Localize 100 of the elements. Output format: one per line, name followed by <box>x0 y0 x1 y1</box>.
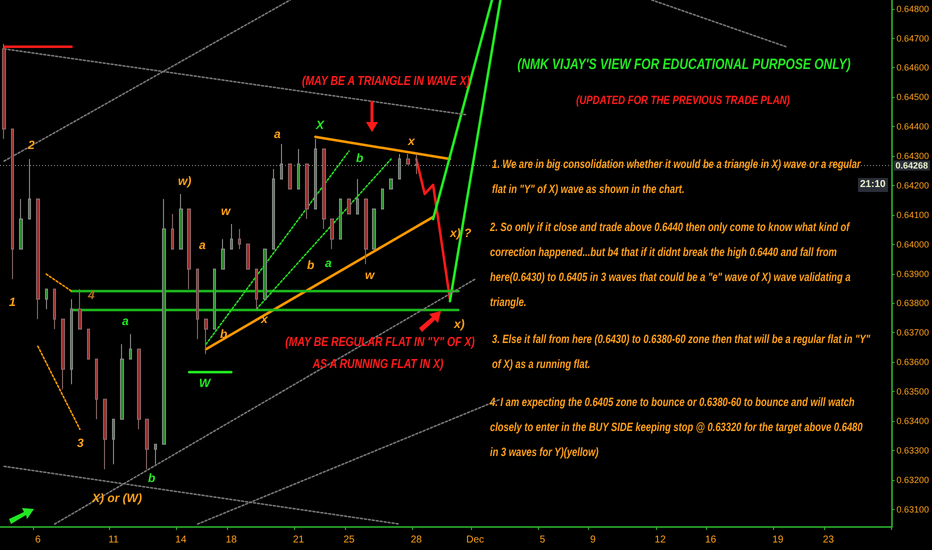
candlestick <box>70 298 73 385</box>
candlestick <box>322 148 326 230</box>
annotation: 2. So only if it close and trade above 0.6440 then only come to know what kind of correction happened...but b4 that if it didnt break the high 0.6440 and fall from here(0.6430) to 0.6405 in 3 waves that could be a "e" wave of X) wave validating a triangle. <box>490 219 852 311</box>
annotation: x) ? <box>450 226 472 240</box>
y-tick-label: 0.63900 <box>896 268 930 279</box>
candlestick <box>204 318 208 355</box>
annotation: (MAY BE REGULAR FLAT IN "Y" OF X) <box>285 334 475 349</box>
y-tick-label: 0.63800 <box>896 298 930 308</box>
candlestick <box>213 268 216 330</box>
annotation: a <box>122 314 129 328</box>
candlestick <box>221 238 225 270</box>
x-tick-label: 21 <box>292 534 305 546</box>
candlestick <box>137 348 141 430</box>
y-tick-label: 0.64700 <box>896 33 930 44</box>
candlestick <box>364 198 368 265</box>
x-tick-label: 18 <box>226 534 238 546</box>
y-tick-label: 0.64800 <box>896 4 930 14</box>
candlestick <box>230 224 233 250</box>
candlestick <box>356 178 359 215</box>
annotation: 1 <box>9 295 16 309</box>
annotation: a <box>199 238 206 252</box>
candlestick <box>246 244 250 270</box>
candlestick <box>406 153 410 164</box>
candlestick <box>196 268 199 340</box>
candlestick <box>61 318 65 390</box>
candlestick <box>19 198 23 250</box>
annotation: 21:10 <box>858 178 888 192</box>
x-tick-label: Dec <box>466 534 484 546</box>
y-tick-label: 0.64000 <box>896 239 930 250</box>
ref-line-label: 0.64268 <box>895 160 928 170</box>
candlestick <box>53 288 56 330</box>
annotation: a <box>274 127 281 141</box>
candlestick <box>305 163 309 220</box>
candlestick <box>154 444 157 465</box>
y-tick-label: 0.63400 <box>896 416 930 426</box>
candlestick <box>78 288 82 330</box>
y-tick-label: 0.63700 <box>896 328 930 338</box>
annotation: 4. I am expecting the 0.6405 zone to bounce or 0.6380-60 to bounce and will watch closely to enter in the BUY SIDE keeping stop @ 0.63320 for the target above 0.6480 in 3 waves for Y)(yellow) <box>490 394 864 461</box>
annotation: w <box>365 268 374 282</box>
candlestick <box>129 334 132 360</box>
candlestick <box>36 198 40 320</box>
annotation: b <box>220 327 228 341</box>
candlestick <box>255 268 258 310</box>
y-tick-label: 0.64300 <box>896 151 930 162</box>
candlestick <box>187 208 191 290</box>
candlestick <box>87 328 90 360</box>
candlestick <box>272 168 275 250</box>
annotation: W <box>199 376 210 390</box>
candlestick <box>415 153 418 174</box>
candlestick <box>162 198 166 445</box>
x-tick-label: 6 <box>35 534 42 546</box>
candlestick <box>95 358 98 420</box>
annotation: 3. Else it fall from here (0.6430) to 0.6380-60 zone then that will be a regular flat in "Y" of X) as a running flat. <box>492 331 872 373</box>
x-tick-label: 14 <box>175 534 187 546</box>
y-tick-label: 0.63300 <box>896 445 930 456</box>
annotation: w) <box>178 174 192 188</box>
annotation: b <box>307 258 314 272</box>
candlestick <box>2 43 6 140</box>
annotation: 1. We are in big consolidation whether it would be a triangle in X) wave or a regular flat in "Y" of X) wave as shown in the chart. <box>492 157 861 196</box>
candlestick <box>263 248 267 300</box>
x-tick-label: 16 <box>705 534 717 546</box>
y-tick-label: 0.63200 <box>896 474 930 485</box>
annotation: AS A RUNNING FLAT IN X) <box>312 356 444 371</box>
x-tick-label: 23 <box>822 534 834 546</box>
x-tick-label: 9 <box>590 534 596 546</box>
candlestick <box>103 398 107 470</box>
annotation: a <box>325 256 332 270</box>
candlestick <box>45 288 48 310</box>
annotation: x <box>408 134 415 148</box>
candlestick <box>389 178 393 190</box>
y-tick-label: 0.64600 <box>896 62 930 73</box>
candlestick <box>179 194 183 250</box>
x-tick-label: 19 <box>772 534 784 546</box>
y-tick-label: 0.64500 <box>896 92 930 102</box>
candlestick <box>288 163 292 190</box>
text: (NMK VIJAY'S VIEW FOR EDUCATIONAL PURPOSE ONLY) <box>517 56 851 73</box>
y-tick-label: 0.63500 <box>896 386 930 397</box>
x-tick-label: 28 <box>410 534 422 546</box>
candlestick <box>381 188 384 210</box>
annotation: b <box>356 151 364 165</box>
text: (UPDATED FOR THE PREVIOUS TRADE PLAN) <box>576 93 790 107</box>
annotation: x <box>261 312 268 326</box>
annotation: 2 <box>28 138 35 152</box>
y-tick-label: 0.64400 <box>896 122 930 132</box>
candlestick <box>339 198 342 240</box>
annotation: 4 <box>88 288 95 302</box>
annotation: b <box>148 471 156 485</box>
line-series <box>415 158 452 300</box>
x-tick-label: 25 <box>343 534 356 546</box>
y-tick-label: 0.63600 <box>896 357 930 368</box>
candlestick <box>372 208 376 250</box>
candlestick <box>238 228 241 250</box>
x-tick-label: 12 <box>654 534 666 546</box>
candlestick <box>347 198 351 215</box>
candlestick <box>112 418 115 465</box>
y-tick-label: 0.64200 <box>896 180 930 190</box>
annotation: X) or (W) <box>92 491 142 505</box>
annotation: X <box>316 118 324 132</box>
candlestick <box>145 418 149 470</box>
candlestick <box>120 344 124 420</box>
